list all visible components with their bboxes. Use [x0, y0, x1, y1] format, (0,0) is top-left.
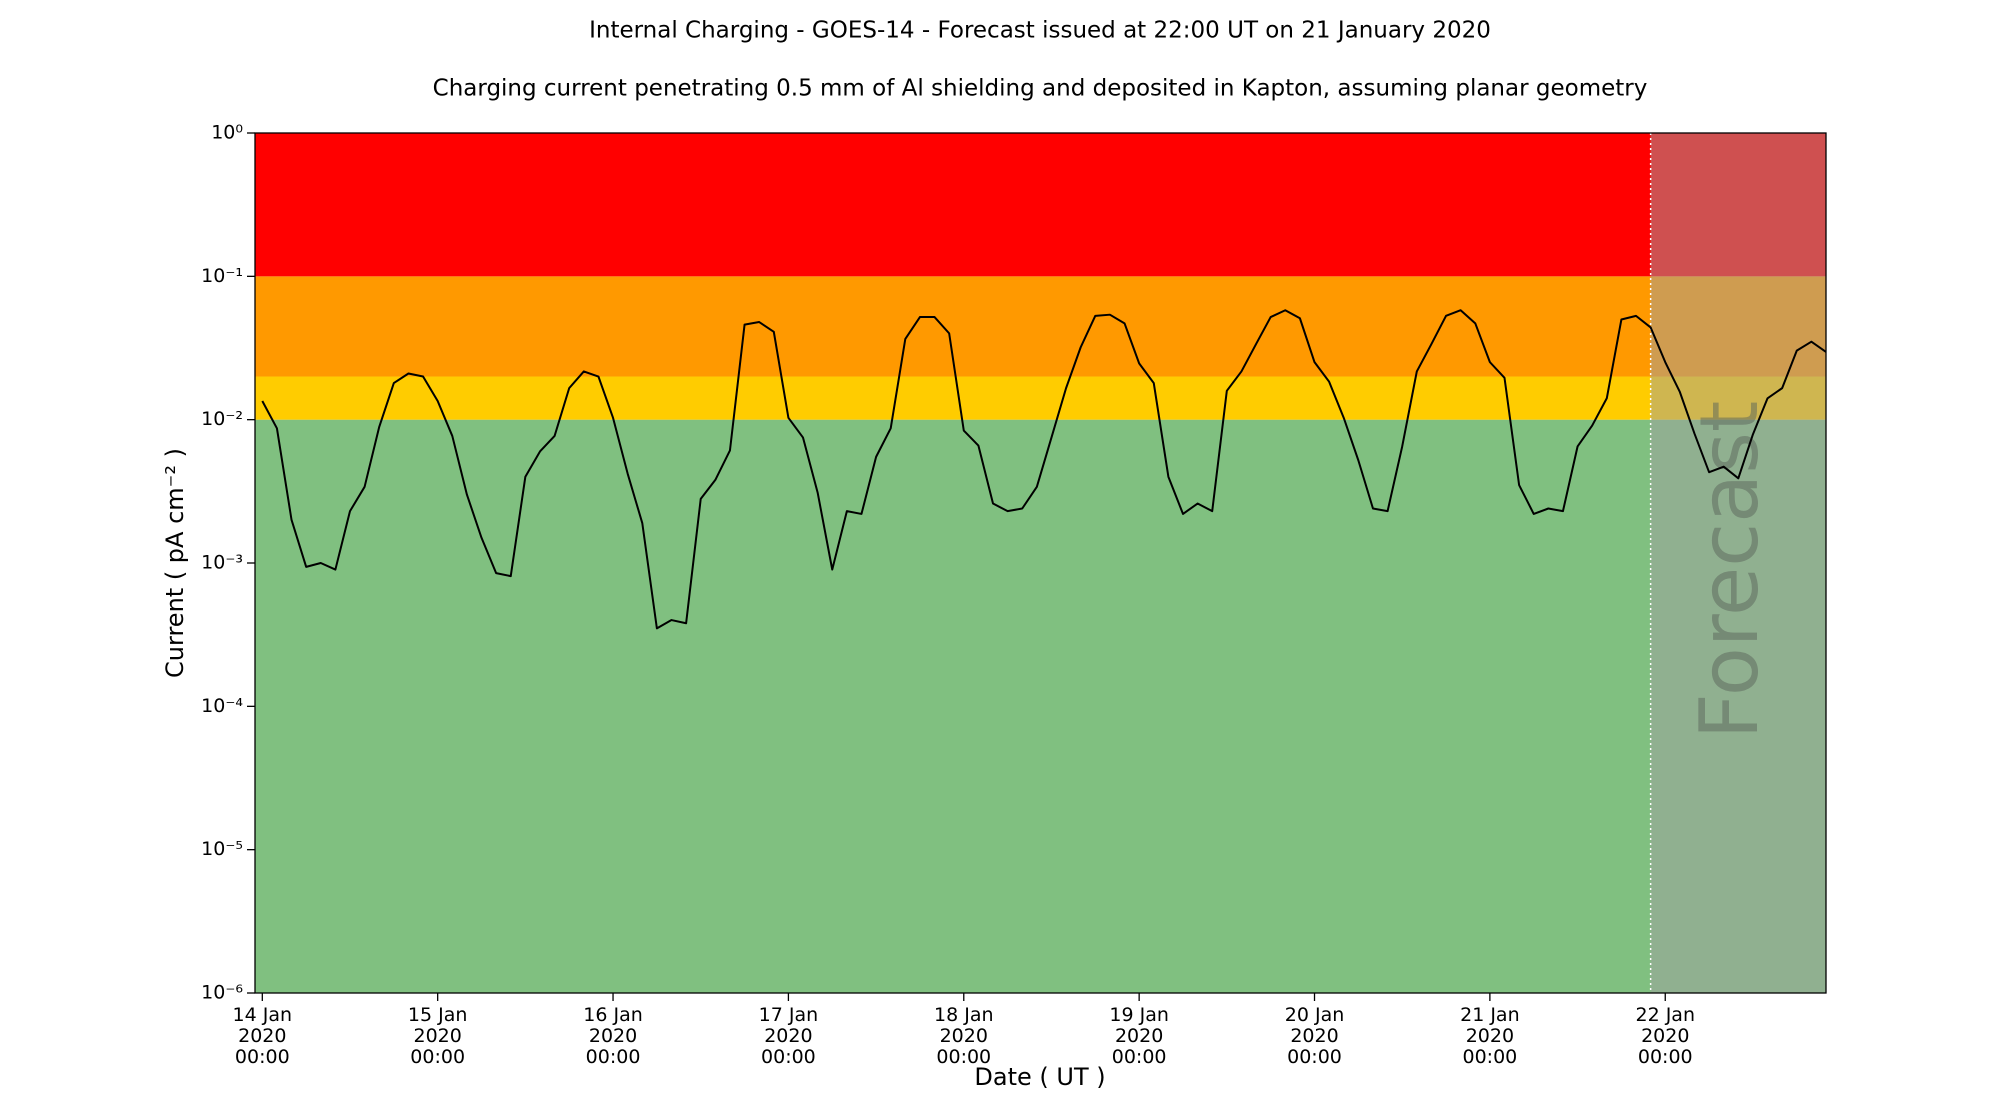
x-axis-label: Date ( UT ): [974, 1063, 1105, 1091]
forecast-label: Forecast: [1683, 401, 1776, 740]
x-tick-label: 22 Jan 2020 00:00: [1635, 1004, 1695, 1068]
x-tick-label: 20 Jan 2020 00:00: [1285, 1004, 1345, 1068]
x-tick-label: 19 Jan 2020 00:00: [1109, 1004, 1169, 1068]
x-tick-label: 15 Jan 2020 00:00: [408, 1004, 468, 1068]
data-line: [261, 309, 1827, 630]
y-axis-label: Current ( pA cm⁻² ): [161, 448, 189, 678]
y-tick-label: 10⁰: [211, 122, 243, 144]
x-tick-label: 17 Jan 2020 00:00: [759, 1004, 819, 1068]
x-tick-label: 14 Jan 2020 00:00: [233, 1004, 293, 1068]
x-tick-label: 16 Jan 2020 00:00: [583, 1004, 643, 1068]
y-tick-label: 10⁻⁴: [201, 695, 243, 717]
y-tick-label: 10⁻⁵: [201, 838, 243, 860]
risk-band: [255, 376, 1826, 420]
forecast-region: [1650, 133, 1826, 993]
chart-title: Internal Charging - GOES-14 - Forecast i…: [589, 18, 1491, 44]
risk-band: [255, 276, 1826, 377]
y-tick-label: 10⁻¹: [201, 265, 243, 287]
x-tick-label: 21 Jan 2020 00:00: [1460, 1004, 1520, 1068]
y-tick-label: 10⁻⁶: [201, 982, 243, 1004]
y-tick-label: 10⁻³: [201, 552, 243, 574]
risk-band: [255, 133, 1826, 277]
chart-subtitle: Charging current penetrating 0.5 mm of A…: [433, 76, 1648, 102]
x-tick-label: 18 Jan 2020 00:00: [934, 1004, 994, 1068]
y-tick-label: 10⁻²: [201, 408, 243, 430]
risk-band: [255, 419, 1826, 994]
